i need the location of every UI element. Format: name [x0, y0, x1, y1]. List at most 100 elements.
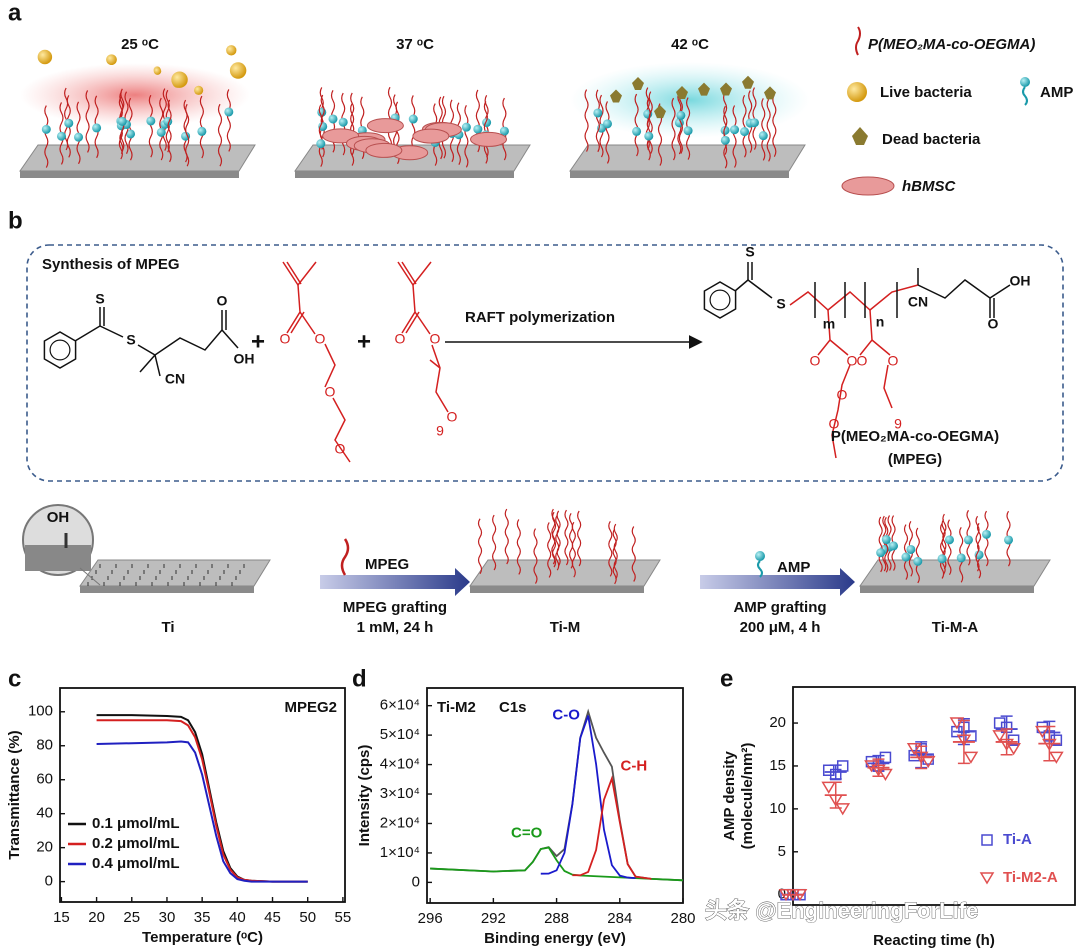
series-line — [96, 740, 308, 883]
step-conditions: 1 mM, 24 h — [357, 619, 434, 636]
marker — [906, 743, 922, 756]
polymer-chain — [648, 91, 653, 154]
polymer-chain — [167, 99, 172, 163]
plus: + — [251, 328, 265, 355]
amp — [758, 131, 768, 141]
stage-label: Ti — [161, 619, 174, 636]
y-tick-label: 1×10⁴ — [380, 844, 420, 861]
x-tick-label: 50 — [299, 909, 316, 926]
amp — [730, 125, 740, 135]
dead-bacteria — [698, 82, 710, 96]
cell — [412, 128, 450, 144]
bond — [137, 310, 223, 356]
amp — [974, 550, 984, 560]
legend-label: hBMSC — [902, 178, 956, 195]
amp — [117, 116, 127, 126]
bond — [332, 397, 351, 463]
amp — [146, 116, 156, 126]
polymer-chain — [226, 89, 231, 152]
legend-icon — [852, 127, 868, 145]
cell — [366, 118, 404, 134]
x-tick-label: 40 — [229, 909, 246, 926]
amp — [956, 553, 966, 563]
bond — [221, 329, 239, 349]
bond — [74, 307, 101, 342]
bond — [299, 311, 316, 335]
polymer-chain — [477, 518, 483, 575]
legend-swatch — [981, 834, 993, 846]
y-tick-label: 80 — [36, 737, 53, 754]
marker — [878, 768, 893, 782]
temperature: 25 ᵒC — [121, 36, 159, 53]
temperature: 37 ᵒC — [396, 36, 434, 53]
legend-label: 0.4 μmol/mL — [92, 855, 180, 872]
series-line — [430, 846, 684, 882]
polymer-chain — [318, 104, 323, 167]
bond — [883, 364, 893, 409]
reagent: AMP — [777, 559, 810, 576]
amp — [720, 125, 730, 135]
annotation: Ti-M2 — [437, 699, 476, 716]
polymer-chain — [533, 528, 538, 584]
bond — [286, 284, 301, 334]
polymer-chain — [646, 97, 651, 161]
polymer-chain — [939, 523, 945, 579]
panel-label: c — [8, 665, 21, 692]
legend-label: 0.2 μmol/mL — [92, 835, 180, 852]
peak-label: C=O — [511, 825, 543, 842]
x-tick-label: 55 — [335, 909, 352, 926]
amp-icon — [757, 560, 763, 578]
y-tick-label: 5×10⁴ — [380, 726, 420, 743]
amp — [593, 108, 603, 118]
polymer-chain — [915, 527, 920, 584]
error-bar — [1043, 725, 1056, 762]
polymer-chain — [577, 510, 582, 567]
amp — [317, 107, 327, 117]
x-tick-label: 280 — [670, 910, 695, 927]
y-tick-label: 6×10⁴ — [380, 697, 420, 714]
polymer-chain — [492, 514, 497, 571]
peak-label: C-H — [621, 757, 648, 774]
amp — [963, 535, 973, 545]
legend-icon — [1020, 77, 1030, 87]
atom-label: O — [447, 409, 458, 425]
legend-label: 0.1 μmol/mL — [92, 815, 180, 832]
polymer-chain — [584, 89, 589, 152]
polymer-chain — [595, 89, 600, 153]
y-tick-label: 40 — [36, 805, 53, 822]
y-tick-label: 60 — [36, 771, 53, 788]
polymer-chain — [975, 515, 980, 572]
legend-label: P(MEO₂MA-co-OEGMA) — [868, 36, 1035, 53]
polymer-chain — [128, 97, 133, 161]
polymer-chain — [148, 94, 153, 158]
amp — [876, 548, 886, 558]
legend-swatch — [979, 872, 995, 885]
polymer-chain — [387, 86, 393, 150]
bacteria — [37, 49, 53, 65]
plus: + — [357, 328, 371, 355]
annotation: C1s — [499, 699, 527, 716]
y-tick-label: 4×10⁴ — [380, 756, 420, 773]
x-axis-label: Reacting time (h) — [873, 932, 995, 949]
atom-label: 9 — [894, 416, 902, 432]
atom-label: O — [810, 353, 821, 369]
amp — [676, 110, 686, 120]
dead-bacteria — [764, 86, 776, 100]
temperature: 42 ᵒC — [671, 36, 709, 53]
amp — [683, 126, 693, 136]
dead-bacteria — [610, 89, 622, 103]
benzene — [43, 331, 77, 369]
x-tick-label: 284 — [607, 910, 632, 927]
benzene — [703, 281, 737, 319]
x-tick-label: 296 — [418, 910, 443, 927]
x-tick-label: 30 — [159, 909, 176, 926]
bond — [829, 339, 849, 356]
inset-label: OH — [47, 509, 70, 526]
atom-label: O — [847, 353, 858, 369]
polymer-chain — [185, 103, 190, 167]
bacteria — [226, 45, 237, 56]
y-axis-label: Intensity (cps) — [356, 745, 373, 847]
polymer-chain — [555, 514, 560, 571]
bond — [859, 309, 873, 356]
y-axis-label: Transmittance (%) — [6, 730, 23, 859]
